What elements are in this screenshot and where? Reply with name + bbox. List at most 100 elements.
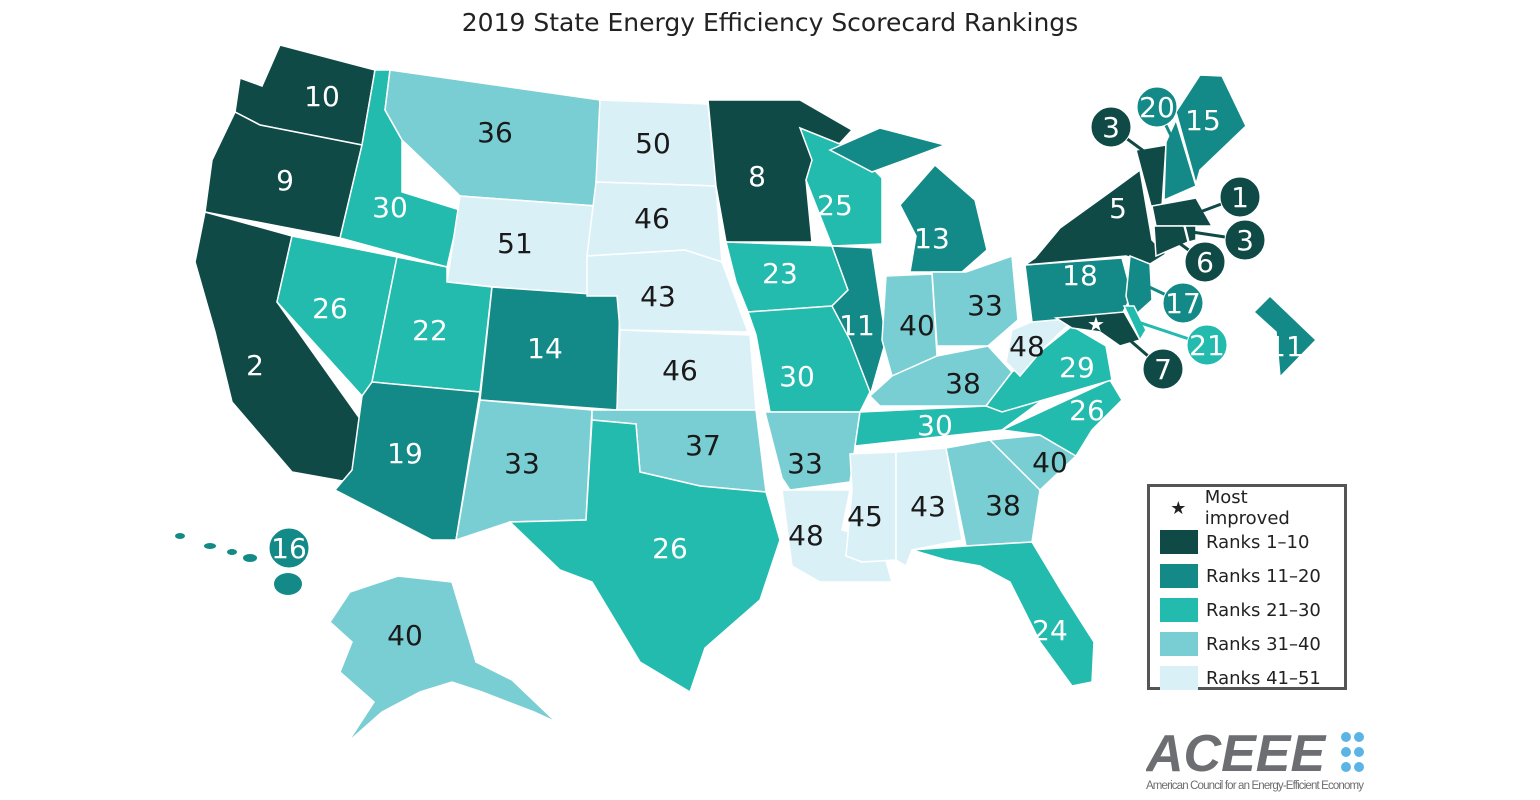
- callout-bubble-ri: [1224, 219, 1266, 261]
- callout-bubble-nh: [1136, 86, 1178, 128]
- state-rank-label-sc: 40: [1032, 446, 1068, 479]
- state-rank-label-ny: 5: [1109, 192, 1127, 225]
- state-rank-label-vt: 3: [1102, 111, 1120, 144]
- state-rank-label-nm: 33: [504, 447, 540, 480]
- state-me[interactable]: [1175, 74, 1247, 187]
- state-nj[interactable]: [1125, 254, 1153, 320]
- state-md[interactable]: [1053, 311, 1142, 347]
- state-rank-label-co: 14: [527, 332, 563, 365]
- state-dc[interactable]: [1252, 294, 1318, 379]
- state-rank-label-la: 48: [788, 519, 824, 552]
- star-icon: ★: [1170, 497, 1187, 519]
- state-rank-label-tx: 26: [652, 532, 688, 565]
- state-rank-label-tn: 30: [917, 409, 953, 442]
- state-rank-label-ca: 2: [246, 349, 264, 382]
- most-improved-star-icon: ★: [1087, 312, 1105, 336]
- state-rank-label-ne: 43: [640, 280, 676, 313]
- legend-label: Ranks 21–30: [1206, 599, 1321, 621]
- state-pa[interactable]: [1024, 257, 1133, 323]
- callout-bubble-vt: [1090, 106, 1132, 148]
- state-de[interactable]: [1122, 305, 1147, 342]
- state-rank-label-in: 40: [899, 309, 935, 342]
- state-rank-label-nc: 26: [1069, 394, 1105, 427]
- state-mi[interactable]: [899, 163, 988, 273]
- state-hi[interactable]: [227, 549, 237, 555]
- legend-item: Ranks 11–20: [1160, 559, 1334, 593]
- state-hi[interactable]: [243, 554, 257, 562]
- state-rank-label-or: 9: [276, 164, 294, 197]
- state-rank-label-md: 7: [1154, 353, 1172, 386]
- state-rank-label-mn: 8: [748, 160, 766, 193]
- legend-label: Most improved: [1204, 487, 1290, 529]
- state-rank-label-mo: 30: [779, 360, 815, 393]
- state-rank-label-ky: 38: [945, 367, 981, 400]
- state-oh[interactable]: [931, 254, 1019, 347]
- state-rank-label-nv: 26: [312, 292, 348, 325]
- state-rank-label-az: 19: [387, 437, 423, 470]
- state-rank-label-ok: 37: [685, 429, 721, 462]
- legend-item: Ranks 41–51: [1160, 661, 1334, 695]
- callout-bubble-de: [1186, 324, 1228, 366]
- state-rank-label-nj: 17: [1165, 287, 1201, 320]
- legend: ★ Most improved Ranks 1–10 Ranks 11–20 Ra…: [1147, 484, 1347, 690]
- legend-swatch: [1160, 632, 1198, 656]
- state-rank-label-me: 15: [1185, 104, 1221, 137]
- state-rank-label-sd: 46: [634, 202, 670, 235]
- state-rank-label-va: 29: [1059, 351, 1095, 384]
- state-rank-label-ut: 22: [412, 314, 448, 347]
- state-rank-label-ks: 46: [662, 354, 698, 387]
- state-rank-label-hi: 16: [271, 532, 307, 565]
- state-ne[interactable]: [586, 249, 750, 333]
- state-rank-label-wi: 25: [817, 189, 853, 222]
- logo-dots-icon: [1341, 732, 1364, 772]
- legend-label: Ranks 31–40: [1206, 633, 1321, 655]
- callout-bubble-hi: [268, 527, 310, 569]
- callout-bubble-ct: [1184, 241, 1226, 283]
- state-rank-label-nd: 50: [635, 127, 671, 160]
- legend-item: Ranks 21–30: [1160, 593, 1334, 627]
- legend-swatch: [1160, 530, 1198, 554]
- state-rank-label-mt: 36: [477, 116, 513, 149]
- legend-swatch: [1160, 564, 1198, 588]
- logo-wordmark: ACEEE: [1146, 725, 1326, 783]
- legend-swatch: [1160, 598, 1198, 622]
- state-rank-label-de: 21: [1189, 329, 1225, 362]
- state-rank-label-pa: 18: [1062, 259, 1098, 292]
- state-ky[interactable]: [868, 345, 1013, 407]
- callout-bubble-md: [1142, 348, 1184, 390]
- state-rank-label-ak: 40: [387, 619, 423, 652]
- state-rank-label-fl: 24: [1032, 614, 1068, 647]
- callout-bubble-ma: [1219, 176, 1261, 218]
- state-ct[interactable]: [1153, 225, 1189, 258]
- state-ri[interactable]: [1184, 225, 1197, 243]
- state-hi[interactable]: [274, 573, 302, 595]
- state-ma[interactable]: [1151, 197, 1214, 227]
- state-rank-label-ar: 33: [787, 447, 823, 480]
- map-title: 2019 State Energy Efficiency Scorecard R…: [461, 8, 1079, 37]
- state-fl[interactable]: [911, 541, 1095, 687]
- state-ar[interactable]: [764, 411, 861, 491]
- legend-item: Ranks 31–40: [1160, 627, 1334, 661]
- state-rank-label-oh: 33: [967, 289, 1003, 322]
- state-rank-label-mi: 13: [914, 222, 950, 255]
- state-rank-label-ri: 3: [1236, 224, 1254, 257]
- aceee-logo: ACEEE American Council for an Energy-Eff…: [1146, 725, 1364, 792]
- state-az[interactable]: [333, 381, 481, 541]
- state-rank-label-wy: 51: [497, 227, 533, 260]
- state-tx[interactable]: [508, 419, 781, 694]
- state-mo[interactable]: [746, 305, 871, 413]
- state-rank-label-ct: 6: [1196, 246, 1214, 279]
- state-hi[interactable]: [204, 543, 216, 549]
- state-rank-label-al: 43: [910, 490, 946, 523]
- legend-most-improved: ★ Most improved: [1160, 487, 1334, 529]
- state-hi[interactable]: [175, 533, 185, 539]
- state-mi[interactable]: [828, 127, 948, 173]
- state-rank-label-wa: 10: [304, 80, 340, 113]
- state-ak[interactable]: [329, 575, 557, 743]
- legend-item: Ranks 1–10: [1160, 525, 1334, 559]
- callout-bubble-nj: [1162, 282, 1204, 324]
- state-rank-label-ia: 23: [762, 257, 798, 290]
- state-rank-label-ma: 1: [1231, 181, 1249, 214]
- state-rank-label-ga: 38: [985, 489, 1021, 522]
